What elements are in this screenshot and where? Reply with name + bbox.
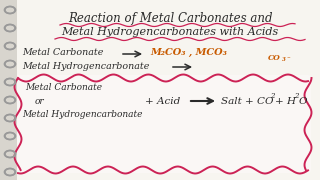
Text: or: or <box>35 97 44 106</box>
Text: Metal Hydrogencarbonate: Metal Hydrogencarbonate <box>22 62 149 71</box>
Text: Reaction of Metal Carbonates and: Reaction of Metal Carbonates and <box>68 12 272 25</box>
Text: 3: 3 <box>282 57 286 62</box>
Text: + H: + H <box>275 97 296 106</box>
Text: Metal Carbonate: Metal Carbonate <box>25 83 102 92</box>
Text: 2: 2 <box>270 92 275 100</box>
Text: Metal Hydrogencarbonates with Acids: Metal Hydrogencarbonates with Acids <box>61 27 279 37</box>
Text: ⁻: ⁻ <box>287 56 291 64</box>
Text: Metal Hydrogencarbonate: Metal Hydrogencarbonate <box>22 110 142 119</box>
Text: + Acid: + Acid <box>145 97 180 106</box>
Text: Metal Carbonate: Metal Carbonate <box>22 48 103 57</box>
Text: Salt + CO: Salt + CO <box>221 97 274 106</box>
Text: CO: CO <box>268 54 281 62</box>
FancyBboxPatch shape <box>15 75 311 173</box>
Text: M₂CO₃ , MCO₃: M₂CO₃ , MCO₃ <box>150 48 227 57</box>
Text: 2: 2 <box>294 92 299 100</box>
Bar <box>0 0 17 180</box>
Text: O: O <box>299 97 308 106</box>
